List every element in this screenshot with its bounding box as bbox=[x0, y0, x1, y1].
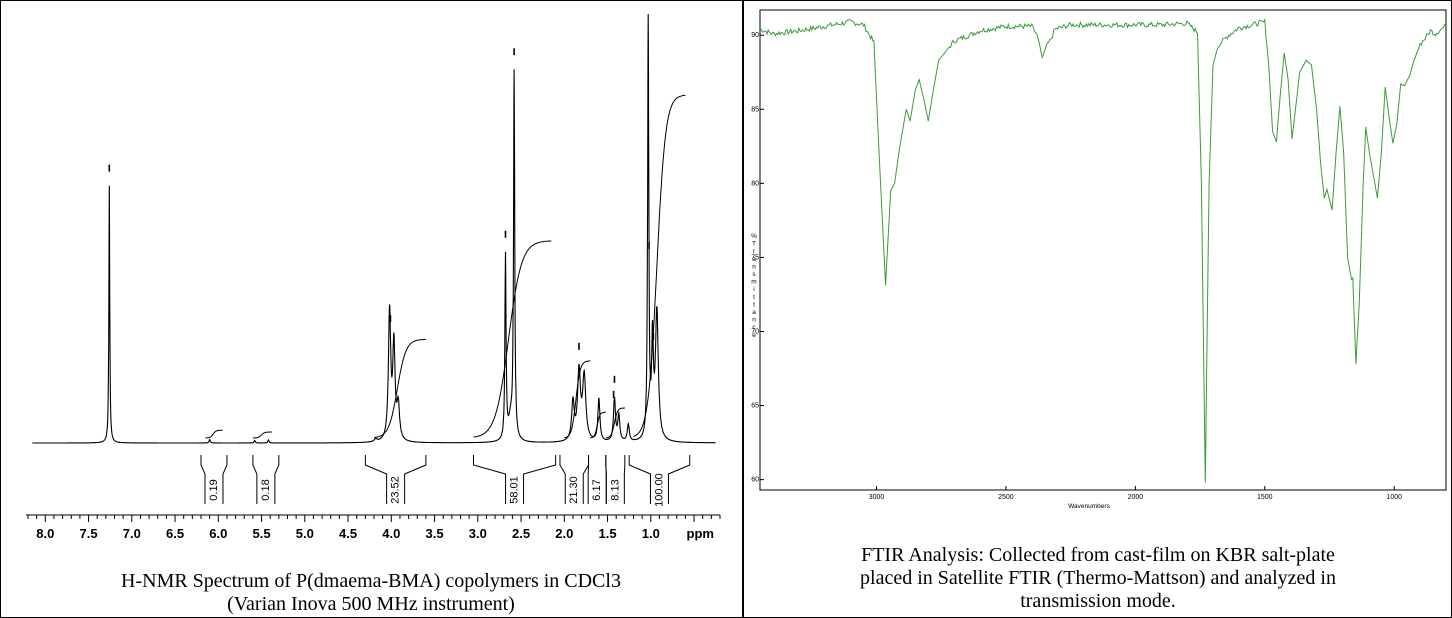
ftir-x-tick-label: 2000 bbox=[1128, 494, 1144, 501]
nmr-integral-bracket bbox=[605, 455, 626, 504]
ftir-x-tick-label: 3000 bbox=[869, 494, 885, 501]
ftir-x-tick-label: 2500 bbox=[998, 494, 1014, 501]
nmr-x-tick-label: 2.0 bbox=[555, 526, 573, 541]
nmr-integral-label: 8.13 bbox=[609, 479, 621, 500]
ftir-chart: 90 85 80 75 70 65 60 3000 2500 2000 1500 1000 Wavenu… bbox=[751, 9, 1447, 510]
nmr-spectrum-line bbox=[32, 13, 716, 444]
nmr-integral-label: 0.18 bbox=[260, 479, 272, 500]
nmr-x-tick-label: 5.5 bbox=[253, 526, 271, 541]
nmr-integral-curve bbox=[590, 411, 606, 439]
nmr-integral-bracket bbox=[364, 455, 427, 504]
ftir-x-axis-label: Wavenumbers bbox=[1068, 503, 1110, 510]
panel-divider bbox=[742, 0, 744, 618]
nmr-integral-label: 58.01 bbox=[509, 476, 521, 504]
ftir-caption-line-3: transmission mode. bbox=[1020, 590, 1176, 612]
nmr-integral-bracket bbox=[252, 455, 280, 504]
nmr-integral-curve bbox=[605, 407, 625, 439]
nmr-x-tick-label: 6.0 bbox=[209, 526, 227, 541]
nmr-x-tick-label: 5.0 bbox=[296, 526, 314, 541]
nmr-x-tick-label: 1.5 bbox=[599, 526, 617, 541]
nmr-x-tick-label: 1.0 bbox=[642, 526, 660, 541]
nmr-integral-curve bbox=[564, 360, 591, 439]
ftir-caption-line-1: FTIR Analysis: Collected from cast-film … bbox=[861, 544, 1335, 566]
ftir-y-tick-label: 65 bbox=[751, 403, 759, 410]
nmr-x-tick-label: 7.5 bbox=[80, 526, 98, 541]
nmr-integral-curve bbox=[205, 429, 223, 439]
nmr-x-tick-label: 3.0 bbox=[469, 526, 487, 541]
ftir-plot-frame bbox=[759, 9, 1447, 491]
nmr-x-axis-label: ppm bbox=[687, 526, 714, 541]
ftir-caption-line-2: placed in Satellite FTIR (Thermo-Mattson… bbox=[860, 567, 1336, 589]
nmr-integral-label: 6.17 bbox=[591, 479, 603, 500]
ftir-y-tick-label: 70 bbox=[751, 328, 759, 335]
nmr-integral-curve bbox=[633, 94, 686, 437]
ftir-y-tick-label: 80 bbox=[751, 180, 759, 187]
nmr-integral-curve bbox=[252, 431, 272, 439]
nmr-caption-line-2: (Varian Inova 500 MHz instrument) bbox=[227, 593, 515, 615]
nmr-x-tick-label: 6.5 bbox=[166, 526, 184, 541]
nmr-chart: 0.19 0.18 23.52 58.01 21.30 6.17 8.13 100.00 8.0… bbox=[26, 13, 721, 541]
ftir-y-tick-label: 85 bbox=[751, 106, 759, 113]
nmr-x-tick-label: 8.0 bbox=[36, 526, 54, 541]
nmr-panel: 0.19 0.18 23.52 58.01 21.30 6.17 8.13 100.00 8.0… bbox=[2, 2, 740, 616]
nmr-integral-bracket bbox=[200, 455, 228, 504]
nmr-integral-bracket bbox=[472, 455, 557, 504]
ftir-x-tick-label: 1000 bbox=[1386, 494, 1402, 501]
nmr-x-tick-label: 3.5 bbox=[426, 526, 444, 541]
ftir-spectrum-line bbox=[760, 18, 1447, 483]
nmr-x-tick-label: 4.0 bbox=[382, 526, 400, 541]
nmr-integral-label: 100.00 bbox=[653, 473, 665, 507]
nmr-caption-line-1: H-NMR Spectrum of P(dmaema-BMA) copolyme… bbox=[121, 570, 621, 592]
nmr-x-tick-label: 4.5 bbox=[339, 526, 357, 541]
nmr-integral-label: 21.30 bbox=[568, 476, 580, 504]
nmr-integral-curve bbox=[373, 339, 426, 439]
nmr-integral-bracket bbox=[628, 455, 691, 504]
ftir-caption: FTIR Analysis: Collected from cast-film … bbox=[748, 544, 1448, 613]
nmr-integral-label: 0.19 bbox=[208, 479, 220, 500]
nmr-x-tick-label: 2.5 bbox=[512, 526, 530, 541]
nmr-x-tick-label: 7.0 bbox=[123, 526, 141, 541]
nmr-integral-label: 23.52 bbox=[390, 476, 402, 504]
ftir-y-tick-label: 90 bbox=[751, 32, 759, 39]
ftir-y-tick-label: 60 bbox=[751, 477, 759, 484]
ftir-y-tick-label: 75 bbox=[751, 254, 759, 261]
ftir-x-tick-label: 1500 bbox=[1257, 494, 1273, 501]
nmr-integral-curve bbox=[473, 240, 552, 438]
nmr-caption: H-NMR Spectrum of P(dmaema-BMA) copolyme… bbox=[2, 570, 740, 616]
ftir-panel: 90 85 80 75 70 65 60 3000 2500 2000 1500 1000 Wavenu… bbox=[744, 2, 1450, 616]
